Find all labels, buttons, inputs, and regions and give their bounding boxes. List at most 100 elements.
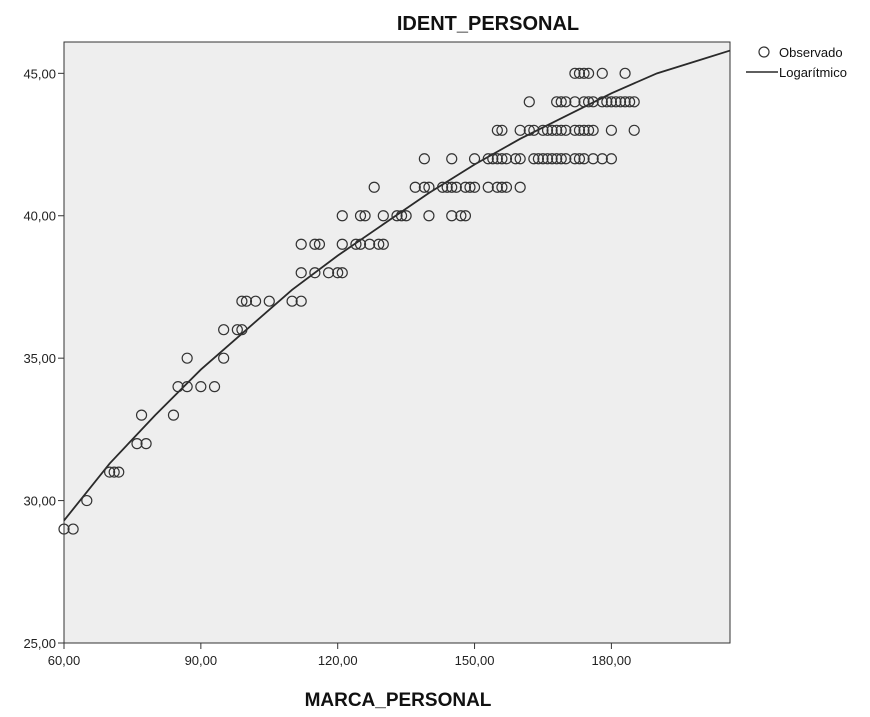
data-point bbox=[491, 153, 503, 165]
data-point bbox=[322, 267, 335, 279]
data-point bbox=[555, 124, 567, 136]
data-point bbox=[336, 210, 348, 222]
data-point bbox=[195, 381, 207, 393]
data-point bbox=[332, 267, 344, 279]
data-point bbox=[218, 324, 230, 336]
data-point bbox=[578, 67, 590, 79]
data-point bbox=[459, 181, 472, 193]
data-point bbox=[491, 181, 503, 193]
data-point bbox=[364, 238, 376, 250]
legend-label-logaritmico: Logarítmico bbox=[779, 65, 847, 80]
x-tick-label: 180,00 bbox=[592, 653, 632, 668]
data-point bbox=[523, 96, 535, 108]
data-point bbox=[569, 124, 581, 136]
data-point bbox=[578, 124, 590, 136]
data-point bbox=[236, 324, 248, 336]
data-point bbox=[578, 96, 590, 108]
data-point bbox=[582, 67, 595, 79]
data-point bbox=[423, 181, 435, 193]
data-point bbox=[582, 96, 595, 108]
data-point bbox=[286, 295, 298, 307]
fit-line-layer bbox=[63, 49, 731, 522]
data-point bbox=[569, 67, 581, 79]
data-point bbox=[619, 67, 631, 79]
chart-title: IDENT_PERSONAL bbox=[397, 13, 579, 35]
data-point bbox=[181, 381, 193, 393]
data-point bbox=[555, 96, 567, 108]
data-point bbox=[560, 124, 572, 136]
data-point bbox=[295, 267, 307, 279]
data-point bbox=[628, 96, 640, 108]
plot-area bbox=[63, 41, 731, 644]
data-point bbox=[573, 67, 586, 79]
data-point bbox=[104, 466, 116, 478]
data-point bbox=[418, 153, 430, 165]
data-point bbox=[441, 181, 453, 193]
y-tick-label: 40,00 bbox=[23, 209, 56, 224]
data-point bbox=[437, 181, 449, 193]
data-point bbox=[81, 494, 93, 507]
data-point bbox=[487, 153, 499, 165]
data-point bbox=[596, 96, 608, 108]
data-point bbox=[500, 181, 513, 193]
data-point bbox=[528, 124, 540, 136]
data-point bbox=[231, 324, 243, 336]
data-point bbox=[569, 153, 581, 165]
data-point bbox=[418, 181, 430, 193]
data-point bbox=[135, 409, 148, 421]
data-point bbox=[113, 466, 125, 478]
x-axis-title: MARCA_PERSONAL bbox=[305, 690, 492, 711]
data-point bbox=[295, 295, 307, 307]
x-tick-label: 90,00 bbox=[185, 653, 218, 668]
y-tick-label: 35,00 bbox=[23, 351, 56, 366]
data-point bbox=[596, 67, 608, 79]
data-point bbox=[263, 295, 275, 307]
data-point bbox=[446, 210, 458, 222]
data-point bbox=[181, 352, 193, 364]
data-point bbox=[587, 153, 599, 165]
data-point bbox=[510, 153, 522, 165]
data-point bbox=[336, 267, 348, 279]
data-point bbox=[528, 153, 540, 165]
data-point bbox=[582, 124, 595, 136]
data-point bbox=[67, 523, 79, 535]
data-point bbox=[249, 295, 262, 307]
data-point bbox=[514, 153, 526, 165]
data-point bbox=[482, 181, 494, 193]
data-point bbox=[551, 124, 563, 136]
data-point bbox=[395, 210, 408, 222]
data-point bbox=[573, 124, 586, 136]
data-point bbox=[541, 124, 554, 136]
data-point bbox=[514, 124, 526, 136]
data-point bbox=[555, 153, 567, 165]
data-point bbox=[491, 124, 503, 136]
data-point bbox=[450, 181, 462, 193]
data-point bbox=[446, 181, 458, 193]
data-point bbox=[546, 153, 558, 165]
data-point bbox=[455, 210, 467, 222]
data-point bbox=[523, 124, 535, 136]
data-point bbox=[496, 124, 508, 136]
data-point bbox=[605, 96, 617, 108]
data-point bbox=[624, 96, 636, 108]
data-point bbox=[409, 181, 421, 193]
data-point bbox=[309, 267, 321, 279]
fit-line bbox=[63, 49, 731, 522]
data-point bbox=[537, 153, 549, 165]
data-point bbox=[619, 96, 631, 108]
data-point bbox=[614, 96, 627, 108]
data-point bbox=[500, 153, 513, 165]
data-point bbox=[373, 238, 385, 250]
data-point bbox=[560, 153, 572, 165]
data-point bbox=[596, 153, 608, 165]
data-point bbox=[546, 124, 558, 136]
data-point bbox=[605, 124, 617, 136]
data-point bbox=[468, 181, 481, 193]
data-point bbox=[569, 96, 581, 108]
legend: Observado Logarítmico bbox=[746, 45, 847, 80]
data-point bbox=[541, 153, 554, 165]
data-point bbox=[313, 238, 326, 250]
data-point bbox=[628, 124, 640, 136]
data-point bbox=[58, 523, 70, 535]
